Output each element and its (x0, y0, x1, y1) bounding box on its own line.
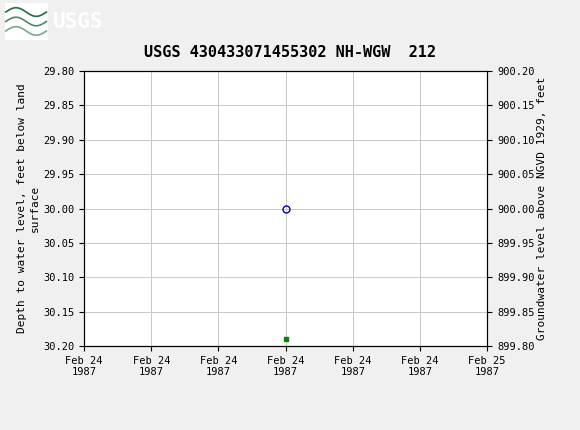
Y-axis label: Depth to water level, feet below land
surface: Depth to water level, feet below land su… (17, 84, 41, 333)
Text: USGS: USGS (53, 12, 104, 31)
Y-axis label: Groundwater level above NGVD 1929, feet: Groundwater level above NGVD 1929, feet (537, 77, 547, 340)
Legend: Period of approved data: Period of approved data (188, 426, 383, 430)
Text: USGS 430433071455302 NH-WGW  212: USGS 430433071455302 NH-WGW 212 (144, 45, 436, 60)
FancyBboxPatch shape (5, 3, 48, 40)
